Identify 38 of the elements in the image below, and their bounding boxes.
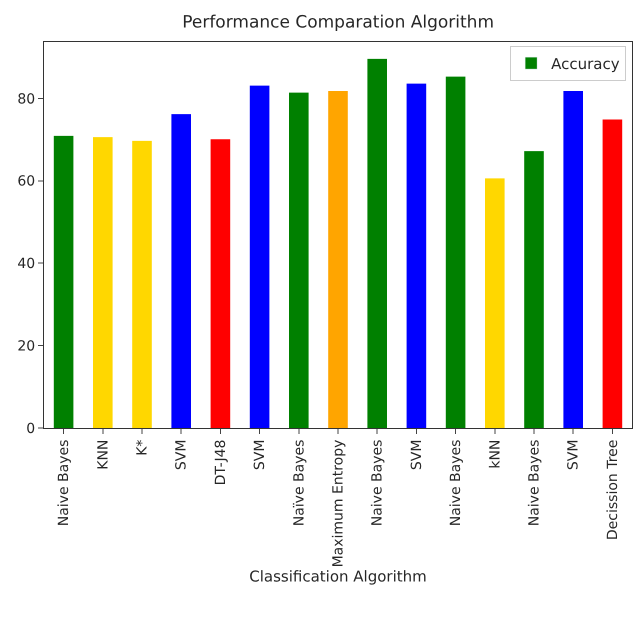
x-tick-label: Naive Bayes [448,440,464,526]
bar [132,140,152,428]
bar [406,84,426,428]
bar [602,119,622,428]
x-tick-label: Naive Bayes [56,440,72,526]
y-tick-label: 0 [26,420,36,437]
bar [563,91,583,428]
x-tick-label: SVM [408,440,425,470]
bar [210,139,230,428]
x-tick-label: K* [134,440,151,456]
x-tick-label: Decission Tree [604,440,621,540]
bar [485,178,505,428]
bar [524,151,544,428]
x-tick-label: SVM [174,440,190,470]
x-tick-label: SVM [566,440,582,470]
x-tick-label: DT-J48 [212,440,229,486]
x-axis-title: Classification Algorithm [249,567,427,586]
x-tick-label: Naive Bayes [526,440,543,526]
bar [54,136,74,428]
bar [171,114,191,428]
bar [367,58,387,428]
x-tick-label: KNN [95,440,112,470]
x-tick-label: SVM [252,440,268,470]
x-tick-label: Maximum Entropy [330,440,347,568]
bar [328,91,348,428]
y-tick-label: 40 [17,256,36,272]
bar [250,86,270,428]
legend-label: Accuracy [551,54,620,73]
x-tick-label: kNN [487,440,504,469]
y-tick-label: 80 [17,91,36,108]
chart-title: Performance Comparation Algorithm [182,12,494,32]
bar [289,92,309,428]
bar [93,137,113,428]
x-tick-label: Naive Bayes [370,440,386,526]
bar [446,76,466,428]
x-tick-label: Naïve Bayes [291,440,308,526]
y-tick-label: 20 [17,338,36,355]
y-tick-label: 60 [17,174,36,190]
